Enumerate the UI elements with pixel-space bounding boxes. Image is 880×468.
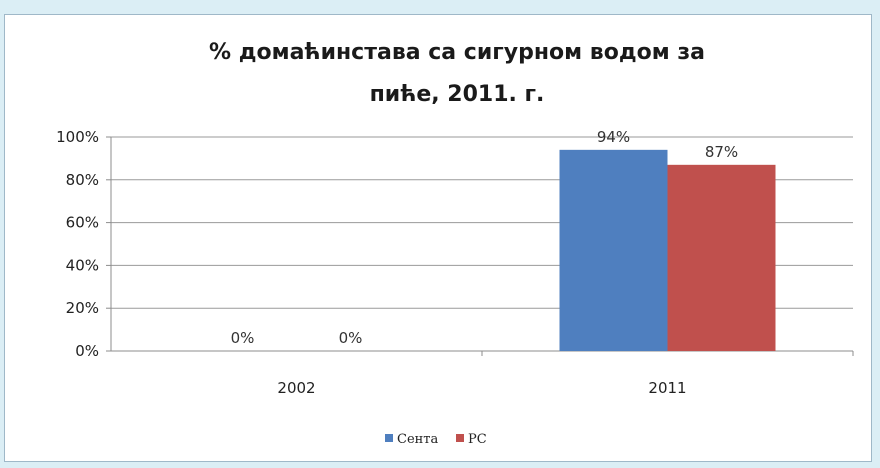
chart-title-line-1: % домаћинстава са сигурном водом за [209,40,705,65]
data-label: 94% [597,128,630,146]
y-tick-label: 100% [56,128,99,146]
x-category-label: 2002 [277,379,315,397]
legend-swatch-Сента [385,434,393,442]
y-tick-label: 60% [66,214,99,232]
legend-label-Сента: Сента [397,432,438,447]
y-tick-label: 40% [66,256,99,274]
bar-РС-2011 [667,164,776,351]
data-label: 0% [339,329,363,347]
bars [559,149,776,351]
x-category-label: 2011 [648,379,686,397]
data-labels: 0% 0% 94% 87% [231,128,739,347]
y-tick-label: 80% [66,171,99,189]
legend-label-РС: РС [468,432,487,447]
data-label: 87% [705,143,738,161]
legend-swatch-РС [456,434,464,442]
data-label: 0% [231,329,255,347]
chart-svg: % домаћинстава са сигурном водом за пиће… [56,40,854,447]
y-tick-label: 20% [66,299,99,317]
x-axis-categories: 2002 2011 [277,351,854,397]
y-axis-ticks: 0% 20% 40% 60% 80% 100% [56,128,112,360]
chart-frame: % домаћинстава са сигурном водом за пиће… [4,14,872,462]
legend: Сента РС [385,432,487,447]
chart-title-line-2: пиће, 2011. г. [370,82,545,107]
bar-Сента-2011 [559,149,668,351]
y-tick-label: 0% [75,342,99,360]
